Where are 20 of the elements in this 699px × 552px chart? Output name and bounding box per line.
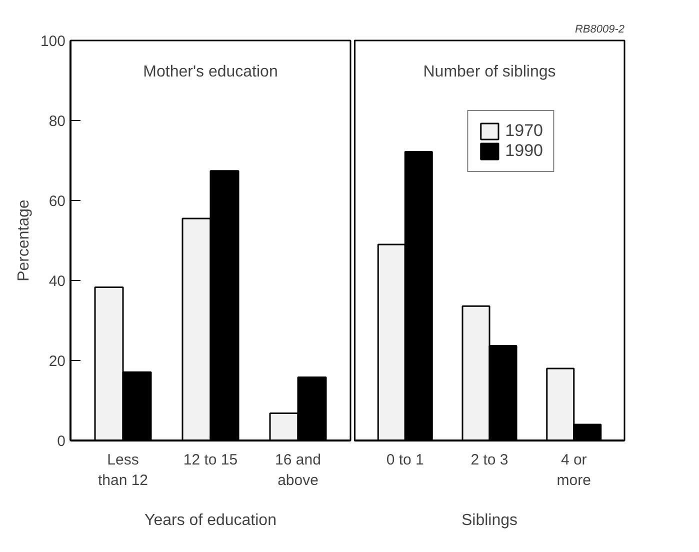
y-tick-label: 0	[57, 433, 66, 450]
x-tick-label: 0 to 1	[386, 452, 424, 468]
x-axis-title: Years of education	[144, 512, 276, 529]
text: Mother's education	[143, 64, 278, 80]
text: Number of siblings	[423, 64, 556, 80]
x-tick-label: 12 to 15	[183, 452, 238, 468]
y-tick-label: 20	[48, 353, 66, 370]
legend-label: 1970	[505, 121, 543, 141]
x-tick-label: Less than 12	[98, 452, 148, 489]
x-tick-label: 16 and above	[275, 452, 321, 489]
y-tick-label: 60	[48, 193, 66, 210]
y-tick-label: 80	[48, 113, 66, 130]
x-tick-label: 4 or more	[556, 452, 591, 489]
x-tick-label: 2 to 3	[470, 452, 508, 468]
y-tick-label: 40	[48, 273, 66, 290]
text: RB8009-2	[574, 24, 625, 36]
y-tick-label: 100	[40, 33, 66, 50]
x-axis-title: Siblings	[461, 512, 518, 529]
legend-label: 1990	[505, 141, 543, 161]
y-axis-title: Percentage	[15, 199, 32, 282]
